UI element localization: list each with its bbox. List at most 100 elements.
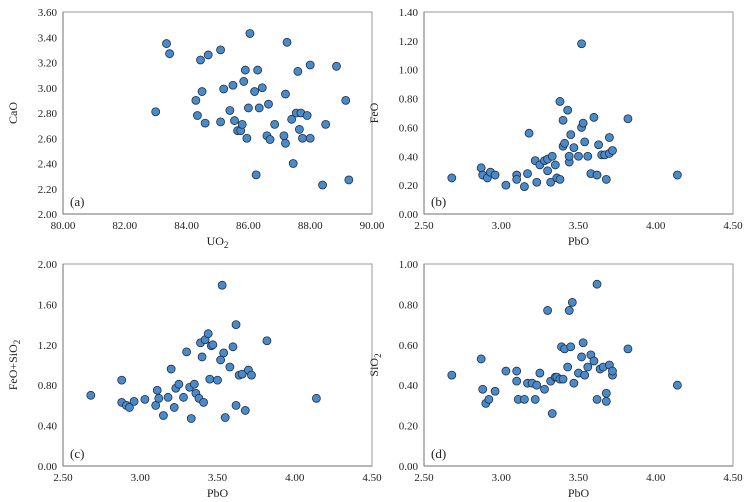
data-point [247,370,256,380]
data-point [566,130,576,140]
data-point [532,380,542,390]
data-point [447,173,457,183]
data-point [447,370,457,380]
data-point [550,160,560,170]
x-axis-title-text: PbO [568,234,590,248]
data-point [532,177,542,187]
y-axis-title-text: FeO [367,102,381,123]
data-point [159,411,168,420]
data-point [484,394,494,404]
data-point [197,352,207,362]
data-point [162,39,171,48]
x-axis-title-subscript: 2 [224,240,229,250]
y-tick-label: 1.20 [38,340,58,352]
y-tick-label: 3.40 [38,32,58,44]
data-point [86,390,96,400]
x-tick-label: 3.50 [569,220,589,232]
data-point [543,166,552,176]
data-point [592,394,602,404]
data-point [242,133,252,143]
data-point [540,384,549,394]
data-point [560,138,569,148]
data-point [580,370,590,380]
x-tick-label: 84.00 [174,220,199,232]
y-tick-label: 0.80 [399,94,419,106]
scatter-panel-b: 2.50 3.00 3.50 4.00 4.50 0.00 0.20 0.40 0.60 0.80… [367,7,743,248]
data-point [520,394,529,404]
y-tick-label: 1.20 [399,36,419,48]
data-point [231,320,241,330]
data-point [302,111,312,120]
data-point [476,354,486,364]
data-point [564,151,574,161]
x-tick-label: 88.00 [298,220,323,232]
data-point [555,97,565,106]
data-point [569,143,579,153]
data-point [298,133,307,143]
x-tick-label: 3.00 [131,472,151,484]
data-point [208,340,218,350]
data-point [501,180,511,190]
data-point [623,344,633,354]
x-tick-label: 82.00 [112,220,137,232]
data-point [239,77,249,86]
y-tick-label: 3.20 [38,58,58,70]
x-tick-label: 3.50 [208,472,228,484]
y-tick-label: 1.00 [399,259,419,271]
data-point [592,279,602,289]
data-point [225,362,235,372]
data-point [321,119,331,129]
x-tick-label: 4.50 [723,472,743,484]
y-axis-title-text: FeO+SiO [6,344,20,390]
x-axis-title: UO2 [207,234,229,250]
data-point [228,80,238,90]
data-point [199,397,208,407]
x-tick-label: 4.00 [646,220,666,232]
data-point [281,89,290,99]
panel-label: (a) [70,194,84,209]
y-tick-label: 2.00 [38,209,58,221]
y-tick-label: 0.80 [399,299,419,311]
data-point [186,414,196,423]
data-point [490,386,500,396]
data-point [231,400,241,410]
data-point [288,159,298,168]
y-tick-label: 0.40 [38,421,58,433]
data-point [490,170,500,180]
data-point [583,151,593,161]
data-point [117,375,127,385]
y-tick-label: 2.80 [38,108,58,120]
data-point [237,119,247,129]
data-point [543,306,552,315]
data-point [523,169,532,179]
data-point [196,55,205,65]
data-point [305,60,315,70]
y-axis-title-text: CaO [6,102,20,124]
y-tick-label: 0.80 [38,380,58,392]
data-point [294,125,304,134]
y-axis-title: FeO+SiO2 [6,340,22,391]
data-point [672,170,682,180]
y-tick-label: 3.00 [38,83,58,95]
data-point [225,106,235,115]
data-point [237,369,247,379]
data-point [605,133,614,142]
data-point [344,175,354,185]
x-tick-label: 2.50 [53,472,73,484]
y-tick-label: 0.00 [38,461,58,473]
data-point [189,379,199,389]
y-axis-title-text: SiO [367,358,381,377]
data-point [311,393,321,403]
data-point [574,151,583,161]
data-point [578,118,588,128]
x-axis-title-text: UO [207,234,225,248]
x-tick-label: 2.50 [414,220,434,232]
data-point [578,338,588,348]
data-point [589,356,599,366]
y-axis-title-subscript: 2 [12,340,22,345]
data-point [577,39,586,49]
x-tick-label: 3.50 [569,472,589,484]
y-tick-label: 0.00 [399,209,419,221]
data-point [213,375,222,385]
y-tick-label: 0.40 [399,380,419,392]
